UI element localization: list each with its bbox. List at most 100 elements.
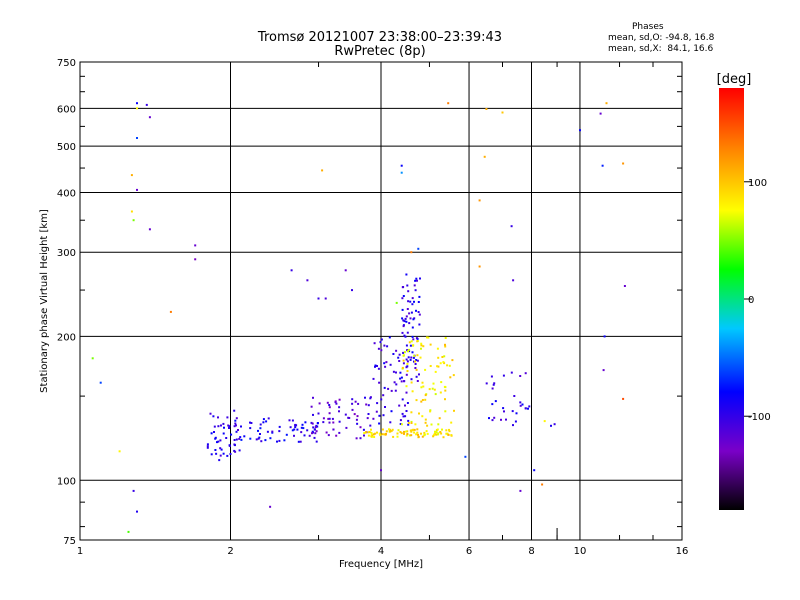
- data-point: [228, 427, 230, 429]
- data-point: [347, 416, 350, 419]
- data-point: [411, 390, 414, 393]
- data-point: [415, 399, 418, 402]
- data-point: [409, 317, 412, 320]
- data-point: [434, 430, 436, 433]
- data-point: [407, 350, 409, 353]
- data-point: [237, 429, 239, 431]
- data-point: [418, 323, 421, 326]
- data-point: [411, 303, 414, 306]
- data-point: [411, 351, 414, 354]
- data-point: [239, 436, 242, 439]
- data-point: [429, 365, 432, 367]
- data-point: [322, 421, 325, 424]
- data-point: [401, 317, 404, 320]
- data-point: [439, 431, 442, 433]
- data-point: [332, 421, 335, 424]
- data-point: [541, 483, 544, 486]
- data-point: [222, 422, 225, 425]
- data-point: [483, 155, 486, 158]
- data-point: [308, 434, 311, 437]
- data-point: [229, 453, 232, 455]
- data-point: [218, 459, 221, 462]
- data-point: [209, 412, 212, 415]
- data-point: [448, 364, 451, 367]
- data-point: [370, 435, 373, 438]
- data-point: [402, 295, 405, 297]
- colorbar-ticks: 100 0 -100: [744, 178, 771, 423]
- data-point: [407, 423, 410, 426]
- data-point: [369, 424, 372, 427]
- data-point: [210, 432, 213, 435]
- data-point: [317, 412, 320, 415]
- colorbar-tick-label: -100: [748, 412, 771, 423]
- colorbar-tick-label: 100: [748, 178, 767, 189]
- data-point: [406, 362, 409, 365]
- data-point: [249, 427, 252, 430]
- data-point: [367, 413, 370, 415]
- data-point: [369, 397, 372, 400]
- data-point: [424, 421, 427, 424]
- data-point: [311, 422, 314, 425]
- data-point: [269, 437, 272, 440]
- data-point: [406, 349, 409, 352]
- data-point: [406, 360, 409, 363]
- data-point: [444, 398, 446, 401]
- data-point: [411, 326, 414, 329]
- data-point: [579, 129, 581, 132]
- data-point: [491, 387, 494, 390]
- data-point: [424, 394, 427, 397]
- data-point: [425, 430, 428, 433]
- data-point: [519, 404, 522, 407]
- data-point: [421, 415, 424, 418]
- data-point: [222, 452, 225, 455]
- data-point: [415, 337, 418, 340]
- data-point: [233, 409, 236, 412]
- data-point: [405, 385, 408, 388]
- data-point: [448, 430, 451, 433]
- data-point: [443, 355, 446, 358]
- data-point: [411, 335, 414, 338]
- data-point: [406, 370, 409, 372]
- data-point: [290, 269, 293, 272]
- data-point: [381, 433, 384, 436]
- data-point: [328, 406, 331, 409]
- data-point: [376, 402, 379, 405]
- colorbar: [719, 88, 744, 510]
- data-point: [169, 310, 172, 313]
- data-point: [312, 396, 314, 399]
- y-tick-label: 200: [57, 332, 76, 343]
- data-point: [416, 359, 419, 362]
- data-point: [440, 381, 443, 384]
- data-point: [420, 432, 422, 435]
- data-point: [422, 345, 425, 348]
- data-point: [363, 434, 365, 437]
- data-point: [416, 380, 419, 382]
- data-point: [602, 369, 605, 372]
- data-point: [327, 434, 330, 437]
- data-point: [408, 434, 411, 437]
- data-point: [217, 425, 220, 428]
- data-point: [382, 414, 385, 417]
- data-point: [413, 354, 416, 357]
- data-point: [431, 387, 434, 390]
- data-point: [250, 422, 253, 424]
- data-point: [400, 376, 403, 379]
- data-point: [328, 421, 331, 424]
- data-point: [403, 334, 406, 337]
- data-point: [322, 417, 325, 420]
- data-point: [367, 404, 370, 407]
- data-point: [408, 348, 410, 351]
- data-point: [438, 417, 441, 420]
- data-point: [271, 431, 274, 434]
- data-point: [397, 356, 400, 359]
- data-point: [432, 382, 435, 385]
- data-point: [313, 428, 316, 431]
- data-point: [407, 419, 410, 422]
- y-tick-label: 500: [57, 142, 76, 153]
- data-point: [599, 112, 602, 115]
- data-point: [356, 422, 359, 425]
- data-point: [300, 431, 303, 434]
- data-point: [417, 247, 420, 250]
- data-point: [383, 362, 386, 365]
